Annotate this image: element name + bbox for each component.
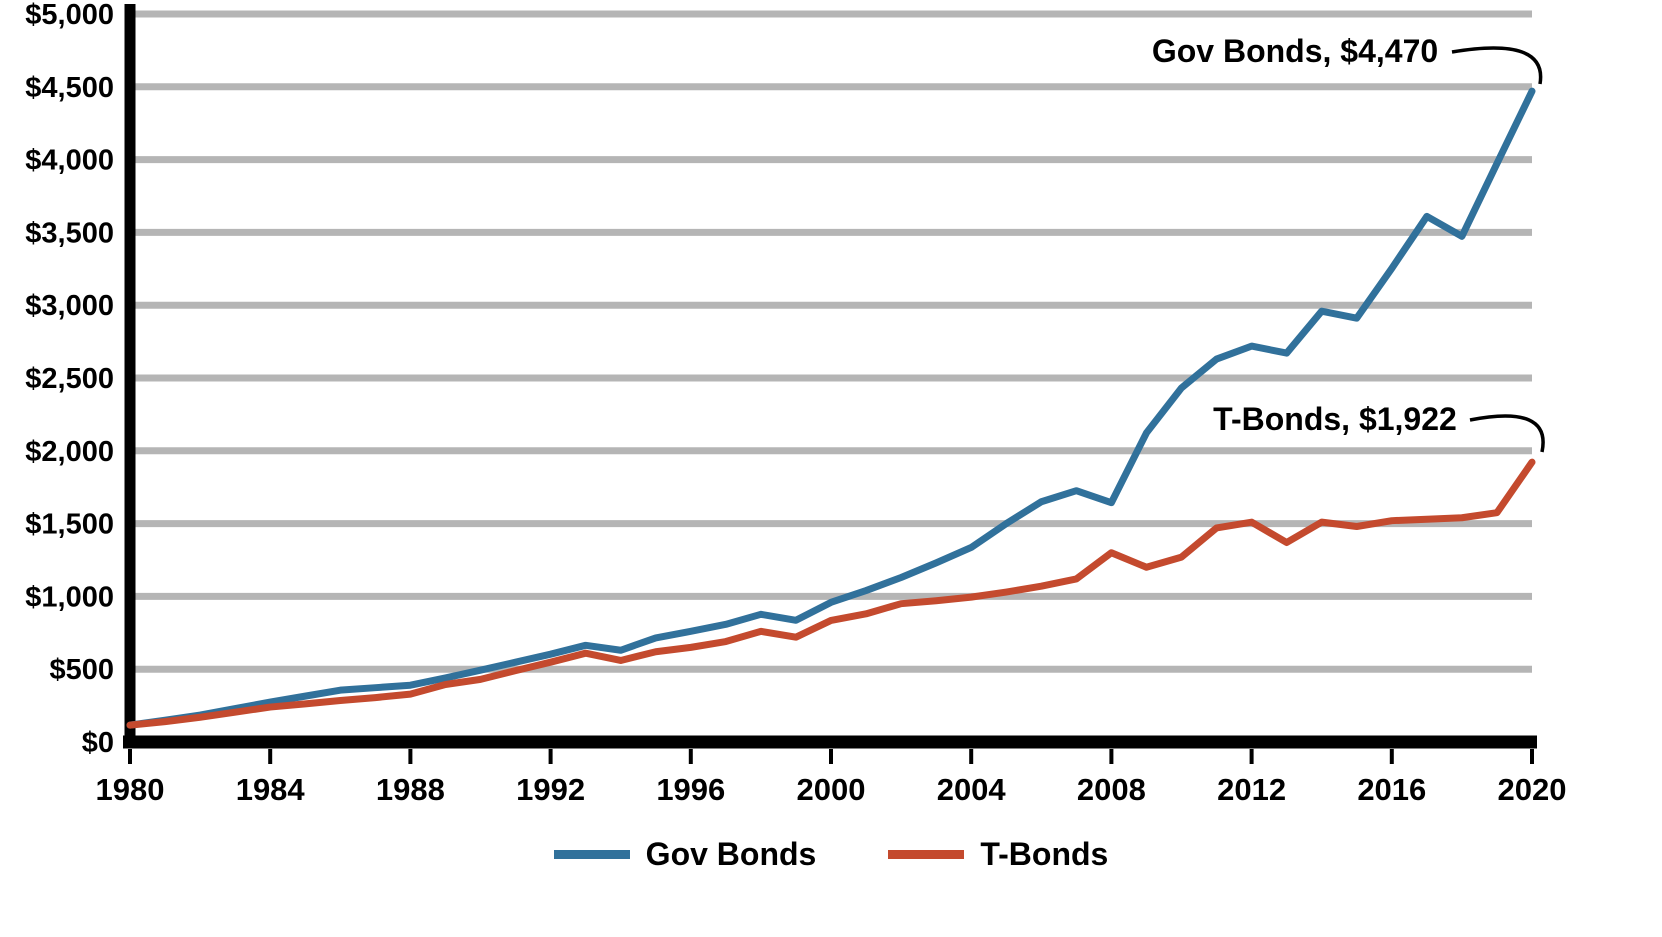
- x-axis-label: 2008: [1077, 772, 1146, 807]
- x-axis-label: 1984: [236, 772, 306, 807]
- annotation-label: T-Bonds, $1,922: [1213, 401, 1457, 437]
- y-axis-label: $4,000: [25, 145, 114, 177]
- legend-label-gov-bonds: Gov Bonds: [645, 836, 817, 872]
- y-axis-label: $2,000: [25, 436, 114, 468]
- legend-item-t-bonds: T-Bonds: [888, 836, 1108, 873]
- legend-item-gov-bonds: Gov Bonds: [553, 836, 817, 873]
- x-axis-label: 1992: [516, 772, 585, 807]
- gov-bonds-line-swatch: [553, 850, 630, 859]
- x-axis-label: 2012: [1217, 772, 1286, 807]
- x-axis-label: 2020: [1498, 772, 1567, 807]
- x-axis-label: 1980: [96, 772, 165, 807]
- y-axis-label: $1,000: [25, 581, 114, 613]
- y-axis-label: $0: [82, 727, 114, 759]
- y-axis-label: $500: [49, 654, 114, 686]
- y-axis-label: $2,500: [25, 363, 114, 395]
- y-axis-label: $4,500: [25, 72, 114, 104]
- annotation-label: Gov Bonds, $4,470: [1152, 33, 1438, 69]
- x-axis-label: 1988: [376, 772, 445, 807]
- y-axis-label: $3,500: [25, 217, 114, 249]
- y-axis-label: $5,000: [25, 0, 114, 31]
- t-bonds-line-swatch: [888, 850, 965, 859]
- x-axis-label: 2004: [937, 772, 1007, 807]
- annotation-connector: [1451, 46, 1543, 85]
- legend-label-t-bonds: T-Bonds: [980, 836, 1109, 872]
- annotation-connector: [1469, 414, 1545, 453]
- y-axis-label: $1,500: [25, 509, 114, 541]
- gov-bonds-line: [126, 87, 1536, 729]
- legend: Gov Bonds T-Bonds: [0, 836, 1662, 873]
- x-axis-label: 2016: [1357, 772, 1426, 807]
- chart-canvas: $0 $500 $1,000 $1,500 $2,000 $2,500 $3,000 $3,5…: [25, 0, 1567, 807]
- x-axis-label: 1996: [656, 772, 725, 807]
- y-axis-label: $3,000: [25, 290, 114, 322]
- x-axis-label: 2000: [797, 772, 866, 807]
- t-bonds-line: [126, 458, 1536, 729]
